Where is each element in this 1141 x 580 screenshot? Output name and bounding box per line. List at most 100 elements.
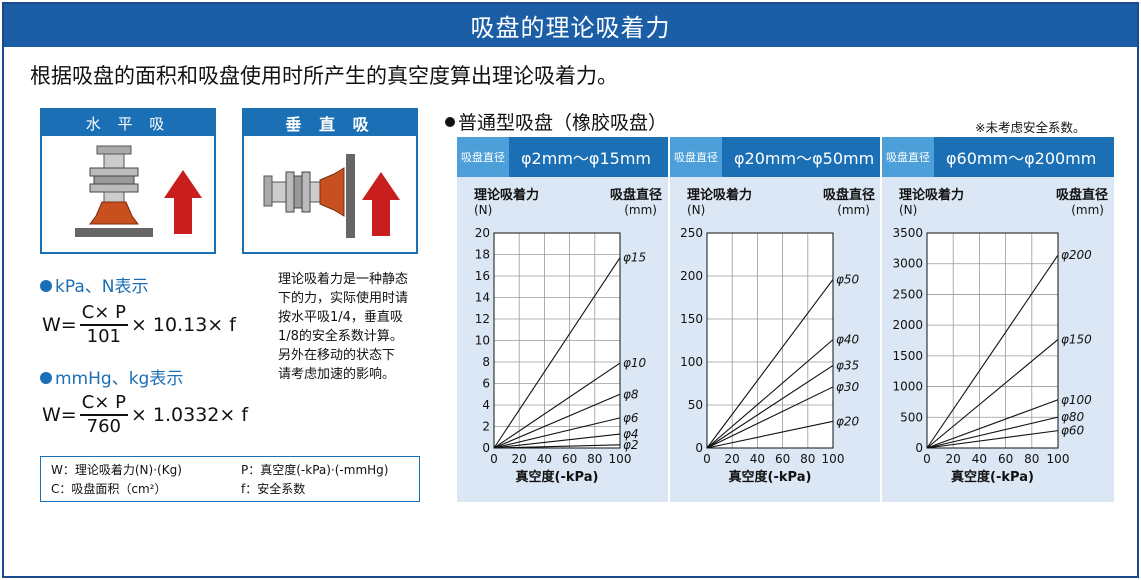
- series-label: φ100: [1061, 393, 1092, 407]
- legend-c: C：吸盘面积（cm²）: [51, 482, 167, 496]
- formula-mmhg-numerator: C× P: [79, 392, 128, 416]
- series-label: φ15: [623, 251, 646, 265]
- y-tick-label: 2500: [892, 287, 923, 301]
- panel-header: 吸盘直径 φ2mm～φ15mm: [457, 137, 668, 177]
- plot-border: [493, 232, 621, 449]
- y-tick-label: 2000: [892, 318, 923, 332]
- usage-note-line: 下的力，实际使用时请: [278, 291, 409, 306]
- usage-note-line: 1/8的安全系数计算。: [278, 329, 403, 344]
- series-label: φ8: [623, 387, 639, 401]
- formula-mmhg-fraction: C× P 760: [79, 392, 128, 438]
- panel-header-range: φ20mm～φ50mm: [734, 149, 875, 168]
- x-axis-title: 真空度(-kPa): [951, 469, 1034, 485]
- x-tick-label: 0: [703, 452, 711, 466]
- suction-cup-horizontal-icon: [75, 145, 202, 237]
- safety-note: ※未考虑安全系数。: [975, 120, 1086, 135]
- series-label: φ80: [1061, 410, 1085, 424]
- x-tick-label: 20: [512, 452, 527, 466]
- y-tick-label: 12: [475, 312, 490, 326]
- series-label: φ4: [623, 427, 639, 441]
- chart-large: 0 500 1000 1500 2000 2500 3000 3500 0 20 40 60 80 100…: [892, 187, 1108, 485]
- diameter-axis-unit: (mm): [1071, 203, 1104, 217]
- x-tick-label: 40: [972, 452, 987, 466]
- section-title-text: 普通型吸盘（橡胶吸盘）: [458, 112, 668, 134]
- y-tick-label: 3000: [892, 257, 923, 271]
- plot-area: [707, 233, 833, 448]
- x-tick-label: 0: [923, 452, 931, 466]
- x-tick-label: 20: [725, 452, 740, 466]
- series-label: φ30: [836, 380, 860, 394]
- formula-kpa-heading-text: kPa、N表示: [55, 277, 149, 297]
- usage-note-line: 另外在移动的状态下: [278, 348, 396, 363]
- series-label: φ6: [623, 411, 639, 425]
- formula-kpa-numerator: C× P: [79, 302, 128, 326]
- formula-kpa-heading: kPa、N表示: [40, 272, 148, 297]
- plot-border: [926, 232, 1059, 449]
- y-axis-title: 理论吸着力: [899, 187, 964, 203]
- x-tick-label: 40: [750, 452, 765, 466]
- page-title: 吸盘的理论吸着力: [4, 4, 1137, 47]
- y-tick-label: 4: [482, 398, 490, 412]
- series-line: [493, 362, 621, 449]
- x-tick-label: 0: [490, 452, 498, 466]
- bullet-icon: [40, 280, 52, 292]
- series-line: [493, 444, 621, 449]
- x-tick-label: 40: [537, 452, 552, 466]
- series-line: [926, 254, 1059, 449]
- series-label: φ50: [836, 272, 860, 286]
- series-label: φ200: [1061, 248, 1092, 262]
- series-line: [706, 279, 834, 449]
- plot-border: [706, 232, 834, 449]
- plot-area: [927, 233, 1058, 448]
- diameter-axis-unit: (mm): [624, 203, 657, 217]
- y-tick-label: 0: [915, 441, 923, 455]
- series-label: φ60: [1061, 424, 1085, 438]
- y-tick-label: 20: [475, 226, 490, 240]
- formula-mmhg: W= C× P 760 × 1.0332× f: [42, 392, 248, 438]
- panel-header-range: φ60mm～φ200mm: [946, 149, 1097, 168]
- series-line: [493, 257, 621, 449]
- formula-mmhg-lhs: W=: [42, 404, 77, 426]
- series-line: [493, 417, 621, 449]
- y-tick-label: 8: [482, 355, 490, 369]
- y-axis-unit: (N): [474, 203, 492, 217]
- series-label: φ150: [1061, 332, 1092, 346]
- usage-note-line: 按水平吸1/4，垂直吸: [278, 310, 403, 325]
- y-tick-label: 3500: [892, 226, 923, 240]
- series-label: φ10: [623, 356, 647, 370]
- y-tick-label: 100: [680, 355, 703, 369]
- series-line: [926, 416, 1059, 449]
- series-line: [926, 339, 1059, 449]
- formula-kpa-rhs: × 10.13× f: [130, 314, 236, 336]
- formula-mmhg-heading: mmHg、kg表示: [40, 364, 183, 389]
- y-axis-title: 理论吸着力: [474, 187, 539, 203]
- series-line: [493, 433, 621, 449]
- x-tick-label: 80: [587, 452, 602, 466]
- series-label: φ35: [836, 358, 859, 372]
- series-line: [706, 386, 834, 449]
- series-line: [926, 399, 1059, 449]
- y-tick-label: 10: [475, 334, 490, 348]
- horizontal-suction-title: 水 平 吸: [42, 110, 214, 136]
- series-line: [493, 393, 621, 449]
- diameter-axis-title: 吸盘直径: [823, 187, 875, 203]
- arrow-up-icon: [164, 170, 202, 234]
- bullet-icon: [40, 372, 52, 384]
- x-tick-label: 100: [609, 452, 632, 466]
- x-tick-label: 20: [946, 452, 961, 466]
- diameter-axis-unit: (mm): [837, 203, 870, 217]
- y-tick-label: 250: [680, 226, 703, 240]
- panel-header: 吸盘直径 φ60mm～φ200mm: [882, 137, 1114, 177]
- arrow-up-icon: [362, 172, 400, 236]
- page-subtitle: 根据吸盘的面积和吸盘使用时所产生的真空度算出理论吸着力。: [30, 64, 618, 88]
- formula-kpa-fraction: C× P 101: [79, 302, 128, 348]
- usage-note-line: 理论吸着力是一种静态: [278, 272, 409, 287]
- vertical-suction-box: 垂 直 吸: [242, 108, 418, 254]
- bullet-icon: [445, 117, 455, 127]
- section-title: 普通型吸盘（橡胶吸盘）: [445, 108, 667, 135]
- x-axis-title: 真空度(-kPa): [516, 469, 599, 485]
- panel-header-label: 吸盘直径: [670, 137, 722, 177]
- legend-p: P：真空度(-kPa)·(-mmHg): [241, 463, 389, 477]
- chart-panel-medium: 吸盘直径 φ20mm～φ50mm 0 50 100 150 200 250 0 20 40 60 8…: [670, 137, 880, 502]
- y-tick-label: 0: [695, 441, 703, 455]
